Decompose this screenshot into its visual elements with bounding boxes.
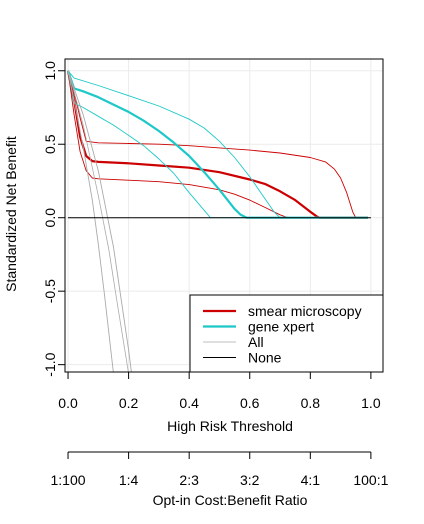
- legend-label-smear-microscopy: smear microscopy: [248, 303, 362, 319]
- series-all-ci-lower: [67, 70, 114, 372]
- ratio-tick-label: 1:100: [51, 472, 86, 488]
- ratio-tick-label: 1:4: [119, 472, 139, 488]
- x-axis-label: High Risk Threshold: [167, 418, 293, 434]
- x-tick-label: 1.0: [361, 395, 381, 411]
- ratio-tick-label: 100:1: [353, 472, 388, 488]
- series-gene-xpert-ci-upper: [67, 70, 368, 219]
- series-gene-xpert-ci-lower: [67, 70, 368, 219]
- legend-label-none: None: [248, 350, 282, 366]
- series-all-line: [67, 70, 129, 372]
- x-tick-label: 0.8: [301, 395, 321, 411]
- series-smear-microscopy-ci-lower: [67, 70, 368, 219]
- y-axis: -1.0 -0.5 0.0 0.5 1.0: [42, 61, 66, 377]
- legend-label-all: All: [248, 334, 264, 350]
- ratio-axis-label: Opt-in Cost:Benefit Ratio: [153, 492, 308, 508]
- ratio-tick-label: 2:3: [179, 472, 199, 488]
- y-tick-label: 0.5: [42, 134, 58, 154]
- series-all-ci-upper: [67, 70, 132, 372]
- y-axis-label: Standardized Net Benefit: [3, 136, 19, 292]
- series-gene-xpert-line: [66, 70, 368, 219]
- legend-box: [189, 294, 384, 373]
- series-smear-microscopy-line: [66, 70, 368, 219]
- y-tick-label: 0.0: [42, 208, 58, 228]
- ratio-tick-label: 4:1: [301, 472, 321, 488]
- legend-label-gene-xpert: gene xpert: [248, 319, 314, 335]
- series-layer: [66, 70, 371, 372]
- x-tick-label: 0.6: [240, 395, 260, 411]
- y-tick-label: 1.0: [42, 61, 58, 81]
- ratio-tick-label: 3:2: [240, 472, 260, 488]
- x-tick-label: 0.0: [58, 395, 78, 411]
- x-tick-label: 0.2: [119, 395, 139, 411]
- ratio-axis: 1:100 1:4 2:3 3:2 4:1 100:1: [51, 451, 389, 488]
- series-smear-microscopy-ci-upper: [67, 70, 368, 219]
- x-tick-label: 0.4: [179, 395, 199, 411]
- y-tick-label: -0.5: [42, 279, 58, 303]
- y-tick-label: -1.0: [42, 352, 58, 376]
